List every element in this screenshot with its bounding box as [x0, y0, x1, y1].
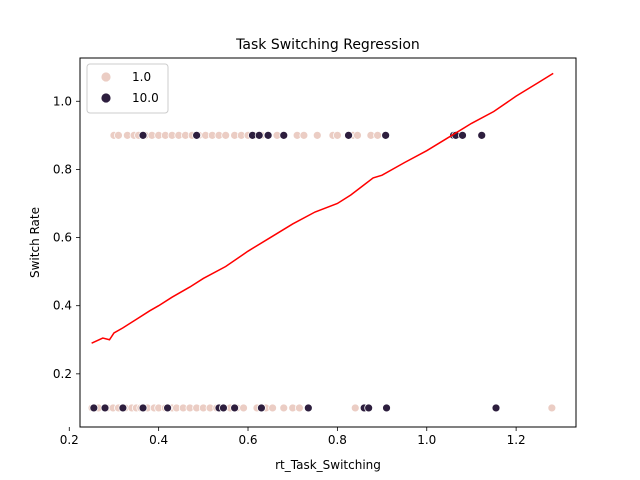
- y-tick-label-4: 1.0: [53, 94, 72, 108]
- points-layer: [87, 130, 557, 413]
- y-axis-label: Switch Rate: [28, 207, 42, 278]
- scatter-point-series-1-24: [458, 130, 467, 140]
- scatter-point-series-0-27: [268, 403, 277, 413]
- scatter-point-series-1-12: [382, 403, 391, 413]
- scatter-point-series-1-1: [100, 403, 110, 413]
- regression-line-layer: [91, 72, 554, 344]
- chart-title: Task Switching Regression: [235, 37, 420, 53]
- scatter-point-series-0-35: [114, 130, 123, 140]
- scatter-point-series-1-6: [219, 403, 228, 413]
- x-tick-label-0: 0.2: [60, 433, 79, 447]
- x-axis-ticks: 0.2 0.4 0.6 0.8 1.0 1.2: [60, 427, 526, 447]
- scatter-point-series-1-25: [477, 130, 487, 140]
- scatter-point-series-1-17: [254, 130, 264, 140]
- scatter-point-series-1-18: [263, 130, 273, 140]
- scatter-point-series-0-51: [221, 130, 231, 140]
- legend-marker-1-0: [100, 71, 112, 83]
- y-tick-label-1: 0.4: [53, 299, 72, 313]
- y-tick-label-2: 0.6: [53, 231, 72, 245]
- plot-area: [87, 72, 557, 413]
- scatter-point-series-0-28: [279, 403, 289, 413]
- legend-label-10-0: 10.0: [132, 91, 159, 105]
- scatter-point-series-0-61: [312, 130, 322, 140]
- scatter-point-series-0-30: [294, 403, 304, 413]
- scatter-point-series-0-24: [239, 403, 248, 413]
- scatter-point-series-0-31: [350, 403, 360, 413]
- legend-label-1-0: 1.0: [132, 70, 151, 84]
- x-tick-label-4: 1.0: [417, 433, 436, 447]
- scatter-point-series-1-20: [344, 130, 353, 140]
- x-tick-label-2: 0.6: [238, 433, 257, 447]
- y-tick-label-0: 0.2: [53, 367, 72, 381]
- scatter-point-series-0-60: [299, 130, 309, 140]
- y-axis-ticks: 0.2 0.4 0.6 0.8 1.0: [53, 94, 80, 381]
- regression-line: [91, 72, 554, 344]
- scatter-point-series-1-7: [230, 403, 240, 413]
- scatter-point-series-1-0: [89, 403, 99, 413]
- scatter-point-series-1-21: [381, 130, 391, 140]
- legend: 1.0 10.0: [86, 63, 169, 114]
- scatter-point-series-0-33: [547, 403, 557, 413]
- scatter-point-series-1-9: [303, 403, 313, 413]
- x-tick-label-5: 1.2: [507, 433, 526, 447]
- axes-frame: [79, 57, 577, 428]
- x-tick-label-1: 0.4: [149, 433, 168, 447]
- scatter-point-series-1-2: [118, 403, 128, 413]
- scatter-point-series-0-67: [373, 130, 383, 140]
- scatter-point-series-1-8: [257, 403, 266, 413]
- scatter-point-series-0-65: [353, 130, 362, 140]
- x-tick-label-3: 0.8: [328, 433, 347, 447]
- scatter-point-series-1-11: [364, 403, 374, 413]
- scatter-point-series-1-14: [138, 130, 148, 140]
- scatter-point-series-1-4: [163, 403, 172, 413]
- x-axis-label: rt_Task_Switching: [275, 458, 381, 472]
- scatter-point-series-1-19: [279, 130, 289, 140]
- scatter-point-series-1-15: [192, 130, 202, 140]
- legend-marker-10-0: [100, 92, 112, 104]
- legend-box: [86, 63, 169, 114]
- y-tick-label-3: 0.8: [53, 162, 72, 176]
- scatter-point-series-1-13: [491, 403, 501, 413]
- scatter-point-series-1-3: [138, 403, 148, 413]
- scatter-point-series-0-63: [332, 130, 342, 140]
